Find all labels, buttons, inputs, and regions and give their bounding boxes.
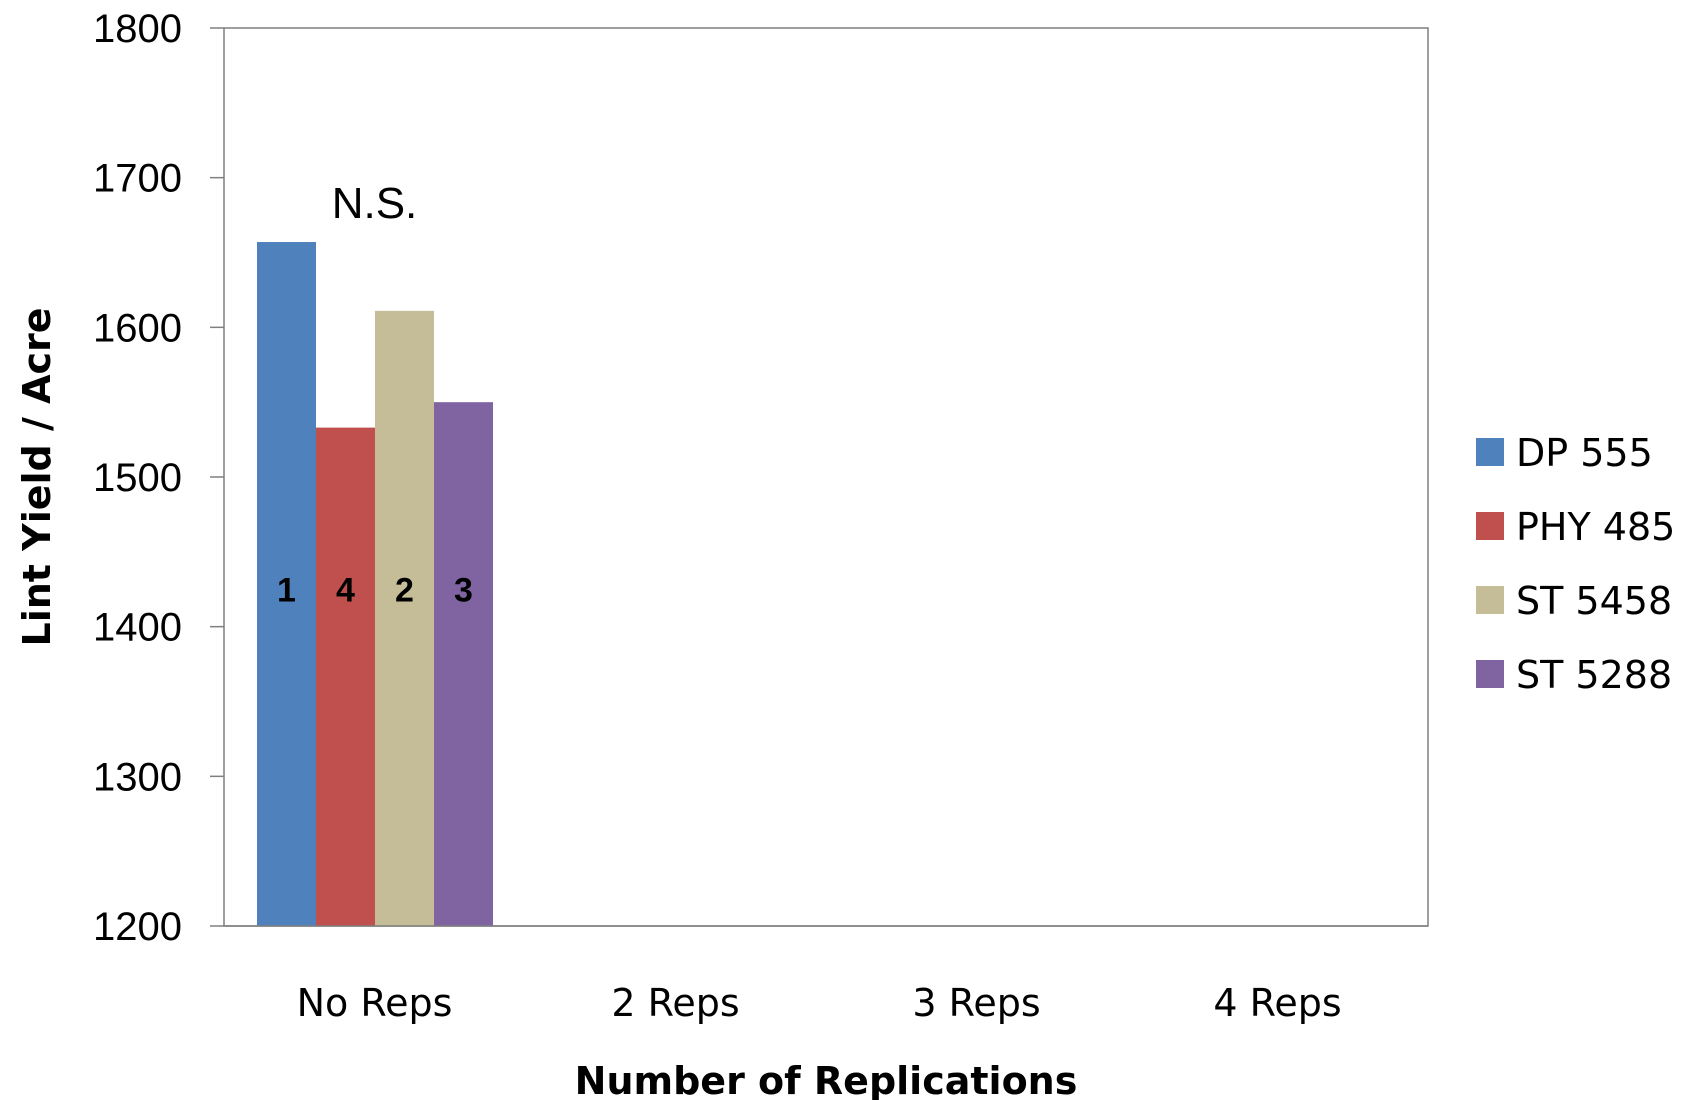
legend-swatch <box>1476 660 1504 688</box>
y-tick-label: 1600 <box>93 306 182 350</box>
y-tick-label: 1800 <box>93 7 182 51</box>
x-tick-label: 3 Reps <box>912 981 1040 1025</box>
y-tick-label: 1300 <box>93 755 182 799</box>
legend-entry: ST 5458 <box>1516 579 1672 623</box>
bar-labels: 1 4 2 3 <box>277 571 473 609</box>
significance-annotation: N.S. <box>332 179 418 228</box>
y-tick-label: 1200 <box>93 905 182 949</box>
bar-phy-485 <box>316 427 375 926</box>
x-axis: No Reps 2 Reps 3 Reps 4 Reps <box>224 925 1428 1025</box>
y-tick-label: 1500 <box>93 456 182 500</box>
bar-st-5288 <box>434 402 493 927</box>
legend-entry: DP 555 <box>1516 431 1653 475</box>
legend-swatch <box>1476 586 1504 614</box>
x-tick-label: No Reps <box>297 981 453 1025</box>
legend-swatch <box>1476 438 1504 466</box>
bar-rank-label: 4 <box>336 571 355 609</box>
legend-swatch <box>1476 512 1504 540</box>
y-axis: 1200 1300 1400 1500 1600 1700 1800 <box>93 7 224 949</box>
annotations: N.S. <box>332 179 418 228</box>
bar-dp-555 <box>257 242 316 927</box>
bar-rank-label: 1 <box>277 571 296 609</box>
legend-entry: ST 5288 <box>1516 653 1672 697</box>
legend: DP 555 PHY 485 ST 5458 ST 5288 <box>1476 431 1675 697</box>
bar-rank-label: 3 <box>454 571 473 609</box>
legend-entry: PHY 485 <box>1516 505 1675 549</box>
y-tick-label: 1700 <box>93 157 182 201</box>
x-axis-title: Number of Replications <box>575 1059 1078 1100</box>
x-tick-label: 2 Reps <box>611 981 739 1025</box>
y-tick-label: 1400 <box>93 606 182 650</box>
bars <box>257 242 493 927</box>
y-axis-title: Lint Yield / Acre <box>15 307 59 646</box>
x-tick-label: 4 Reps <box>1213 981 1341 1025</box>
bar-st-5458 <box>375 310 434 926</box>
bar-rank-label: 2 <box>395 571 414 609</box>
